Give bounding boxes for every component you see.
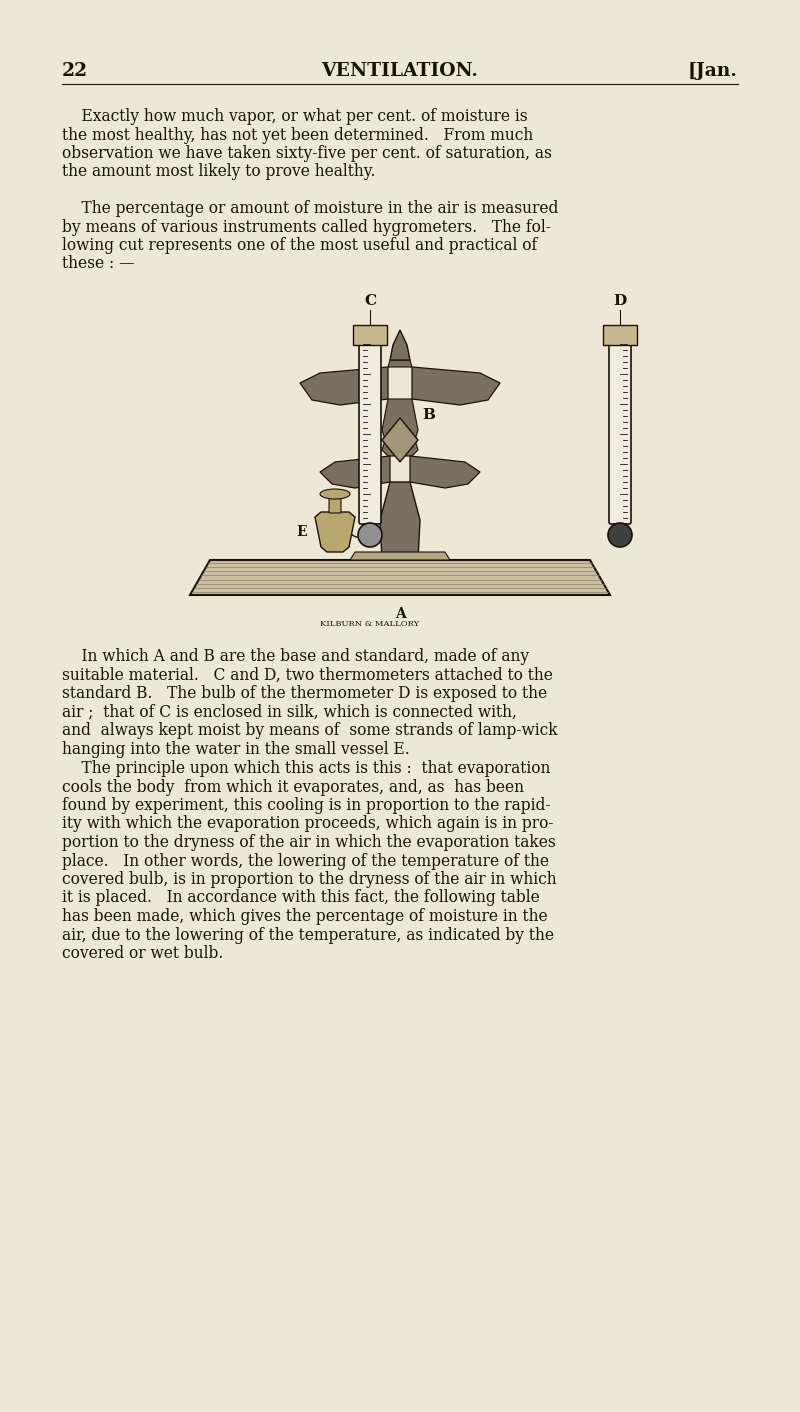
Polygon shape (382, 400, 418, 456)
Polygon shape (320, 456, 390, 489)
Text: the amount most likely to prove healthy.: the amount most likely to prove healthy. (62, 164, 375, 181)
Text: VENTILATION.: VENTILATION. (322, 62, 478, 80)
Text: The percentage or amount of moisture in the air is measured: The percentage or amount of moisture in … (62, 201, 558, 217)
Text: [Jan.: [Jan. (688, 62, 738, 80)
FancyBboxPatch shape (609, 340, 631, 524)
Polygon shape (353, 325, 387, 345)
Text: the most healthy, has not yet been determined.   From much: the most healthy, has not yet been deter… (62, 127, 534, 144)
Text: and  always kept moist by means of  some strands of lamp-wick: and always kept moist by means of some s… (62, 722, 558, 738)
Text: has been made, which gives the percentage of moisture in the: has been made, which gives the percentag… (62, 908, 548, 925)
Ellipse shape (320, 489, 350, 498)
Text: covered or wet bulb.: covered or wet bulb. (62, 945, 223, 962)
Text: B: B (422, 408, 435, 422)
Polygon shape (388, 360, 412, 367)
Text: C: C (364, 294, 376, 308)
Text: covered bulb, is in proportion to the dryness of the air in which: covered bulb, is in proportion to the dr… (62, 871, 557, 888)
Text: portion to the dryness of the air in which the evaporation takes: portion to the dryness of the air in whi… (62, 834, 556, 851)
Polygon shape (412, 367, 500, 405)
Text: these : —: these : — (62, 256, 134, 273)
Text: found by experiment, this cooling is in proportion to the rapid-: found by experiment, this cooling is in … (62, 796, 550, 813)
Text: lowing cut represents one of the most useful and practical of: lowing cut represents one of the most us… (62, 237, 538, 254)
Text: 22: 22 (62, 62, 88, 80)
Text: cools the body  from which it evaporates, and, as  has been: cools the body from which it evaporates,… (62, 778, 524, 795)
Text: place.   In other words, the lowering of the temperature of the: place. In other words, the lowering of t… (62, 853, 549, 870)
Polygon shape (410, 456, 480, 489)
Polygon shape (603, 325, 637, 345)
Text: standard B.   The bulb of the thermometer D is exposed to the: standard B. The bulb of the thermometer … (62, 685, 547, 702)
Polygon shape (300, 367, 388, 405)
Circle shape (358, 522, 382, 546)
Polygon shape (190, 561, 610, 594)
Text: by means of various instruments called hygrometers.   The fol-: by means of various instruments called h… (62, 219, 551, 236)
Text: ity with which the evaporation proceeds, which again is in pro-: ity with which the evaporation proceeds,… (62, 816, 554, 833)
FancyBboxPatch shape (359, 340, 381, 524)
Polygon shape (380, 481, 420, 561)
Text: KILBURN & MALLORY: KILBURN & MALLORY (320, 620, 420, 628)
FancyBboxPatch shape (329, 493, 341, 513)
Text: In which A and B are the base and standard, made of any: In which A and B are the base and standa… (62, 648, 529, 665)
Text: air, due to the lowering of the temperature, as indicated by the: air, due to the lowering of the temperat… (62, 926, 554, 943)
Text: suitable material.   C and D, two thermometers attached to the: suitable material. C and D, two thermome… (62, 666, 553, 683)
Text: it is placed.   In accordance with this fact, the following table: it is placed. In accordance with this fa… (62, 890, 540, 907)
Polygon shape (350, 552, 450, 561)
Circle shape (608, 522, 632, 546)
Text: Exactly how much vapor, or what per cent. of moisture is: Exactly how much vapor, or what per cent… (62, 107, 528, 126)
Text: D: D (614, 294, 626, 308)
Polygon shape (315, 513, 355, 552)
Text: hanging into the water in the small vessel E.: hanging into the water in the small vess… (62, 740, 410, 757)
Text: The principle upon which this acts is this :  that evaporation: The principle upon which this acts is th… (62, 760, 550, 777)
Polygon shape (382, 418, 418, 462)
Text: observation we have taken sixty-five per cent. of saturation, as: observation we have taken sixty-five per… (62, 145, 552, 162)
Polygon shape (390, 330, 410, 360)
Text: E: E (296, 525, 307, 539)
Text: air ;  that of C is enclosed in silk, which is connected with,: air ; that of C is enclosed in silk, whi… (62, 703, 517, 720)
Text: A: A (394, 607, 406, 621)
